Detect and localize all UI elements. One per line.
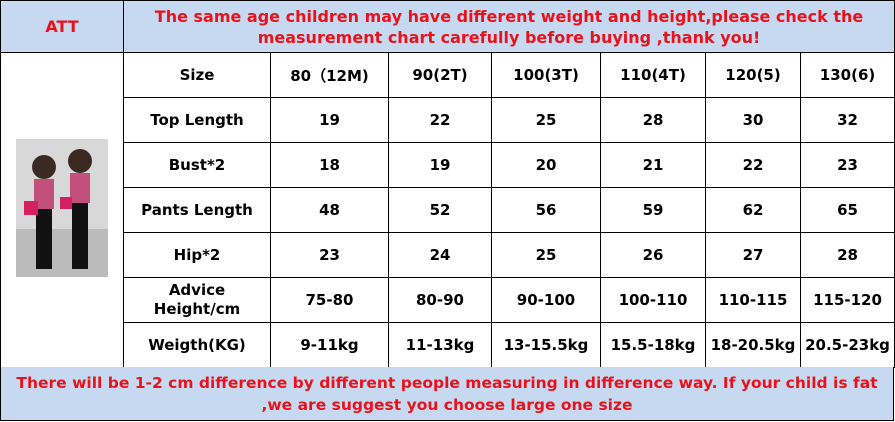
cell: 28: [600, 97, 706, 143]
cell: 65: [799, 187, 895, 233]
table-row: Bust*2 18 19 20 21 22 23: [1, 142, 895, 188]
row-label: Advice Height/cm: [123, 277, 271, 323]
cell: 9-11kg: [270, 322, 389, 368]
cell: 19: [270, 97, 389, 143]
notice: The same age children may have different…: [122, 0, 895, 53]
table-row: Pants Length 48 52 56 59 62 65: [1, 187, 895, 233]
row-label: Pants Length: [123, 187, 271, 233]
row-label: Weigth(KG): [123, 322, 271, 368]
size-header: 90(2T): [388, 52, 492, 98]
footer-note: There will be 1-2 cm difference by diffe…: [16, 373, 878, 414]
cell: 20: [491, 142, 601, 188]
table-row: Hip*2 23 24 25 26 27 28: [1, 232, 895, 278]
cell: 30: [705, 97, 801, 143]
size-header: 80（12M): [270, 52, 389, 98]
cell: 20.5-23kg: [799, 322, 895, 368]
cell: 28: [799, 232, 895, 278]
cell: 19: [388, 142, 492, 188]
row-label: Top Length: [123, 97, 271, 143]
size-row: Size 80（12M) 90(2T) 100(3T) 110(4T) 120(5) 130…: [0, 52, 895, 368]
cell: 75-80: [270, 277, 389, 323]
cell: 15.5-18kg: [600, 322, 706, 368]
cell: 80-90: [388, 277, 492, 323]
cell: 23: [799, 142, 895, 188]
size-header: 130(6): [799, 52, 895, 98]
cell: 25: [491, 97, 601, 143]
size-header: 120(5): [705, 52, 801, 98]
table-row: Top Length 19 22 25 28 30 32: [1, 97, 895, 143]
cell: 59: [600, 187, 706, 233]
footer: There will be 1-2 cm difference by diffe…: [0, 367, 894, 421]
cell: 13-15.5kg: [491, 322, 601, 368]
row-label: Size: [123, 52, 271, 98]
table-row: Weigth(KG) 9-11kg 11-13kg 13-15.5kg 15.5-18k…: [1, 322, 895, 368]
cell: 56: [491, 187, 601, 233]
cell: 22: [388, 97, 492, 143]
cell: 11-13kg: [388, 322, 492, 368]
photo-cell: [0, 52, 124, 368]
cell: 90-100: [491, 277, 601, 323]
brand: ATT: [0, 0, 124, 53]
size-header: 100(3T): [491, 52, 601, 98]
cell: 26: [600, 232, 706, 278]
row-label: Hip*2: [123, 232, 271, 278]
row-label: Bust*2: [123, 142, 271, 188]
cell: 21: [600, 142, 706, 188]
cell: 52: [388, 187, 492, 233]
table-row: Advice Height/cm 75-80 80-90 90-100 100-110 1…: [1, 277, 895, 323]
cell: 48: [270, 187, 389, 233]
cell: 18: [270, 142, 389, 188]
cell: 18-20.5kg: [705, 322, 801, 368]
cell: 62: [705, 187, 801, 233]
cell: 100-110: [600, 277, 706, 323]
cell: 27: [705, 232, 801, 278]
cell: 23: [270, 232, 389, 278]
cell: 24: [388, 232, 492, 278]
cell: 110-115: [705, 277, 801, 323]
table-body: ATT The same age children may have diffe…: [0, 0, 895, 368]
photo: [16, 139, 108, 277]
header-row: ATT The same age children may have diffe…: [0, 0, 895, 53]
cell: 25: [491, 232, 601, 278]
size-header: 110(4T): [600, 52, 706, 98]
cell: 22: [705, 142, 801, 188]
cell: 32: [799, 97, 895, 143]
cell: 115-120: [799, 277, 895, 323]
size-chart: ATT The same age children may have diffe…: [0, 0, 895, 368]
